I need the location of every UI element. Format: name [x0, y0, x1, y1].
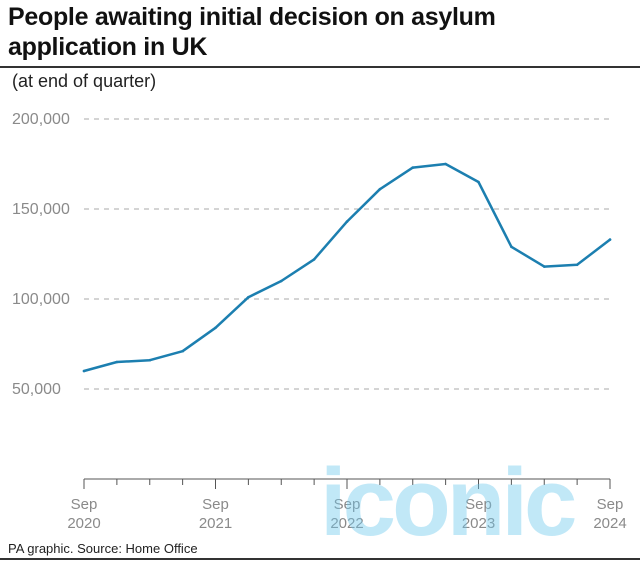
y-tick-label: 50,000	[12, 381, 61, 398]
data-point	[378, 187, 382, 191]
data-point	[608, 238, 612, 241]
x-tick-label-year: 2020	[67, 515, 100, 532]
data-point	[214, 326, 217, 330]
source-note: PA graphic. Source: Home Office	[8, 541, 198, 556]
data-point	[444, 162, 447, 166]
data-point	[510, 245, 513, 249]
x-tick-label-month: Sep	[597, 496, 624, 513]
x-tick-label-year: 2023	[462, 515, 495, 532]
data-point	[148, 358, 152, 362]
footer-rule	[0, 558, 640, 560]
title-rule	[0, 66, 640, 68]
y-tick-label: 100,000	[12, 291, 70, 308]
data-point	[115, 360, 119, 364]
line-chart: 200,000 150,000 100,000 50,000 Sep 2020 Sep 202…	[12, 111, 627, 532]
x-tick-label-year: 2024	[593, 515, 626, 532]
watermark: iconic	[320, 449, 577, 556]
series-line	[82, 162, 612, 373]
y-tick-label: 200,000	[12, 111, 70, 128]
x-tick-label-month: Sep	[202, 496, 229, 513]
data-point	[247, 295, 250, 299]
chart-subtitle: (at end of quarter)	[12, 71, 157, 91]
y-tick-label: 150,000	[12, 201, 70, 218]
data-point	[411, 166, 415, 169]
x-tick-label-year: 2022	[330, 515, 363, 532]
data-point	[575, 263, 579, 267]
x-tick-label-month: Sep	[334, 496, 361, 513]
x-tick-label-month: Sep	[71, 496, 98, 513]
x-tick-label-year: 2021	[199, 515, 232, 532]
data-point	[345, 220, 349, 223]
data-point	[477, 180, 480, 184]
data-point	[543, 265, 546, 268]
data-point	[312, 258, 316, 261]
data-point	[181, 349, 184, 353]
x-tick-label-month: Sep	[465, 496, 492, 513]
data-point	[280, 279, 283, 283]
chart-title: People awaiting initial decision on asyl…	[8, 3, 496, 61]
data-point	[82, 369, 86, 373]
